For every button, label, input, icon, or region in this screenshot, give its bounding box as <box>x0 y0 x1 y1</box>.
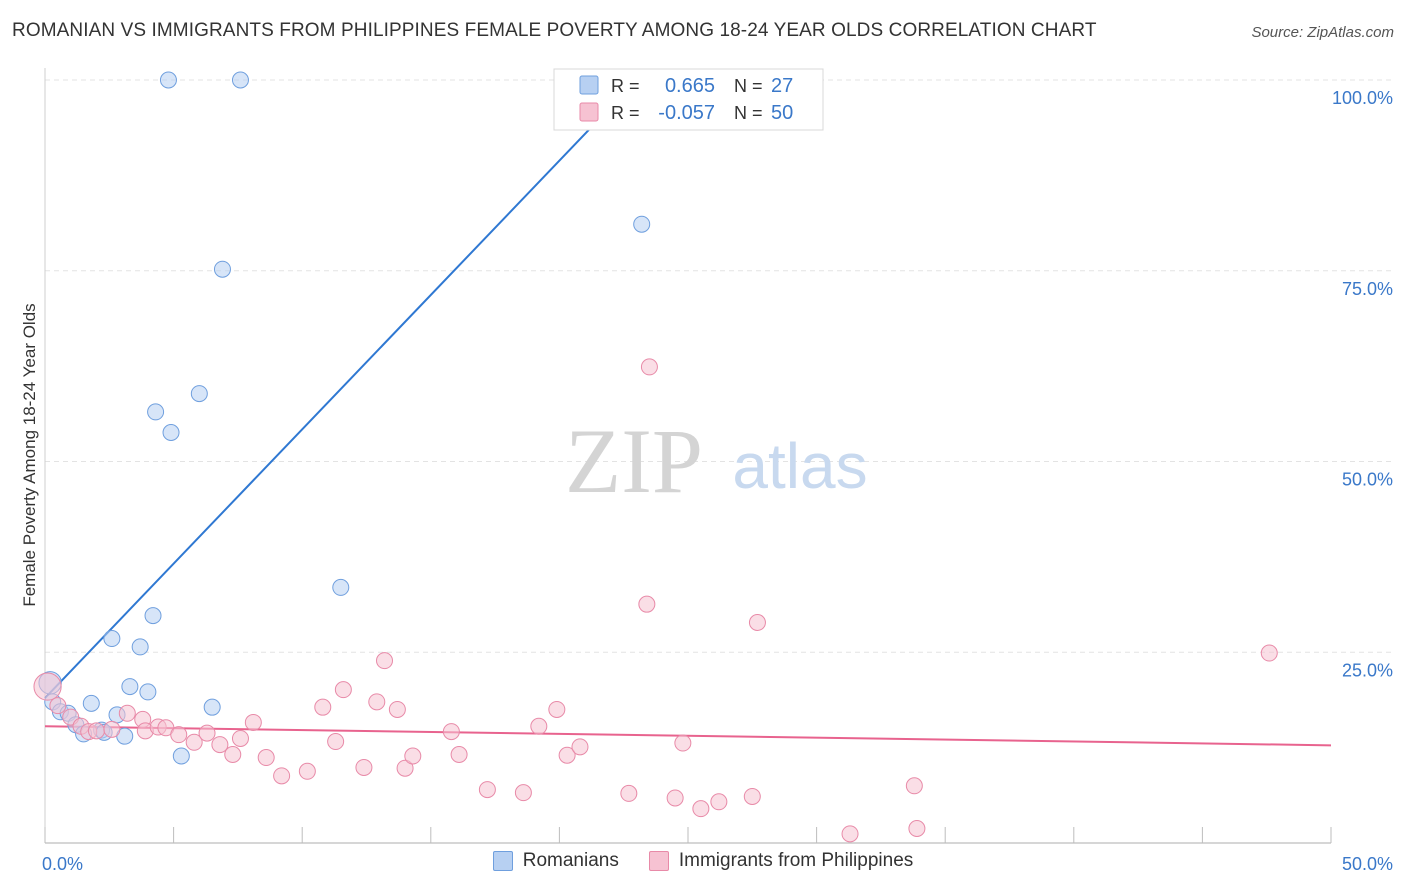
trendline-0 <box>44 79 638 699</box>
point-s1-20 <box>273 767 291 785</box>
point-s1-36 <box>548 700 566 718</box>
point-s1-51 <box>1260 644 1278 662</box>
point-s1-22 <box>314 698 332 716</box>
watermark: ZIP atlas <box>565 410 868 512</box>
point-s1-43 <box>674 734 692 752</box>
legend-n-value-1: 27 <box>771 75 793 97</box>
point-s0-21 <box>203 698 221 716</box>
point-s1-50 <box>908 820 926 838</box>
point-s0-20 <box>190 385 208 403</box>
legend-swatch-romanians <box>579 75 599 95</box>
point-s0-24 <box>332 578 350 596</box>
point-s1-35 <box>530 717 548 735</box>
point-s0-18 <box>162 424 180 442</box>
point-s1-24 <box>334 681 352 699</box>
legend-item-romanians: Romanians <box>492 850 619 872</box>
point-s1-1 <box>49 697 67 715</box>
legend-item-philippines: Immigrants from Philippines <box>648 850 914 872</box>
legend-r-label-1: R = <box>611 76 640 96</box>
tick-labels: 25.0% 50.0% 75.0% 100.0% 0.0% 50.0% <box>42 88 1393 874</box>
legend-r-label-2: R = <box>611 103 640 123</box>
point-s1-37 <box>558 746 576 764</box>
point-s1-27 <box>376 652 394 670</box>
y-tick-label-2: 75.0% <box>1342 279 1393 299</box>
point-s0-12 <box>121 678 139 696</box>
point-s1-46 <box>743 787 761 805</box>
point-s1-42 <box>666 789 684 807</box>
trend-lines <box>44 79 1332 747</box>
point-s1-28 <box>388 700 406 718</box>
point-s0-23 <box>231 71 249 89</box>
x-tick-label-min: 0.0% <box>42 854 83 874</box>
point-s0-13 <box>131 638 149 656</box>
point-s0-15 <box>144 607 162 625</box>
point-s1-15 <box>211 736 229 754</box>
point-s1-30 <box>404 747 422 765</box>
point-s1-32 <box>450 745 468 763</box>
legend-r-value-1: 0.665 <box>665 75 715 97</box>
point-s1-25 <box>355 758 373 776</box>
point-s1-13 <box>185 733 203 751</box>
point-s0-14 <box>139 683 157 701</box>
point-s1-19 <box>257 749 275 767</box>
point-s1-47 <box>748 613 766 631</box>
watermark-zip: ZIP <box>565 410 703 512</box>
legend-n-value-2: 50 <box>771 102 793 124</box>
point-s1-23 <box>327 733 345 751</box>
point-s1-48 <box>841 825 859 843</box>
point-s0-16 <box>147 403 165 421</box>
point-s1-38 <box>571 738 589 756</box>
point-s0-19 <box>172 747 190 765</box>
point-s1-31 <box>442 723 460 741</box>
point-s1-26 <box>368 693 386 711</box>
axes <box>44 68 1332 844</box>
point-s1-44 <box>692 800 710 818</box>
watermark-atlas: atlas <box>732 430 867 502</box>
legend-top: R = 0.665 N = 27 R = -0.057 N = 50 <box>553 68 824 131</box>
grid-lines <box>45 79 1392 653</box>
legend-r-value-2: -0.057 <box>658 102 715 124</box>
point-s1-29 <box>396 759 414 777</box>
chart-title: ROMANIAN VS IMMIGRANTS FROM PHILIPPINES … <box>12 20 1097 41</box>
legend-swatch-philippines <box>579 102 599 122</box>
point-s0-22 <box>213 260 231 278</box>
y-tick-label-3: 100.0% <box>1332 88 1393 108</box>
legend-label-philippines: Immigrants from Philippines <box>678 850 914 871</box>
trendline-1 <box>44 725 1332 747</box>
point-s1-45 <box>710 793 728 811</box>
point-s1-41 <box>640 358 658 376</box>
point-s0-17 <box>159 71 177 89</box>
legend-bottom: Romanians Immigrants from Philippines <box>0 850 1406 872</box>
point-s1-49 <box>905 777 923 795</box>
point-s1-12 <box>170 726 188 744</box>
x-tick-label-max: 50.0% <box>1342 854 1393 874</box>
point-s1-17 <box>231 729 249 747</box>
data-points <box>33 71 1278 843</box>
y-tick-label-1: 50.0% <box>1342 470 1393 490</box>
legend-n-label-2: N = <box>734 103 763 123</box>
point-s1-39 <box>620 784 638 802</box>
point-s1-0 <box>33 672 62 701</box>
point-s0-25 <box>633 215 651 233</box>
point-s1-5 <box>87 722 105 740</box>
point-s1-21 <box>298 762 316 780</box>
point-s1-16 <box>224 745 242 763</box>
legend-bottom-swatch-philippines <box>648 851 669 871</box>
legend-bottom-swatch-romanians <box>492 851 513 871</box>
y-tick-label-0: 25.0% <box>1342 660 1393 680</box>
legend-top-box <box>553 68 824 131</box>
legend-n-label-1: N = <box>734 76 763 96</box>
source-note: Source: ZipAtlas.com <box>1251 24 1394 41</box>
point-s1-7 <box>118 704 136 722</box>
point-s1-34 <box>514 784 532 802</box>
point-s1-18 <box>244 713 262 731</box>
point-s0-9 <box>103 630 121 648</box>
point-s0-6 <box>82 694 100 712</box>
legend-label-romanians: Romanians <box>522 850 619 871</box>
point-s1-14 <box>198 724 216 742</box>
point-s1-33 <box>478 781 496 799</box>
point-s1-40 <box>638 595 656 613</box>
point-s1-6 <box>103 720 121 738</box>
